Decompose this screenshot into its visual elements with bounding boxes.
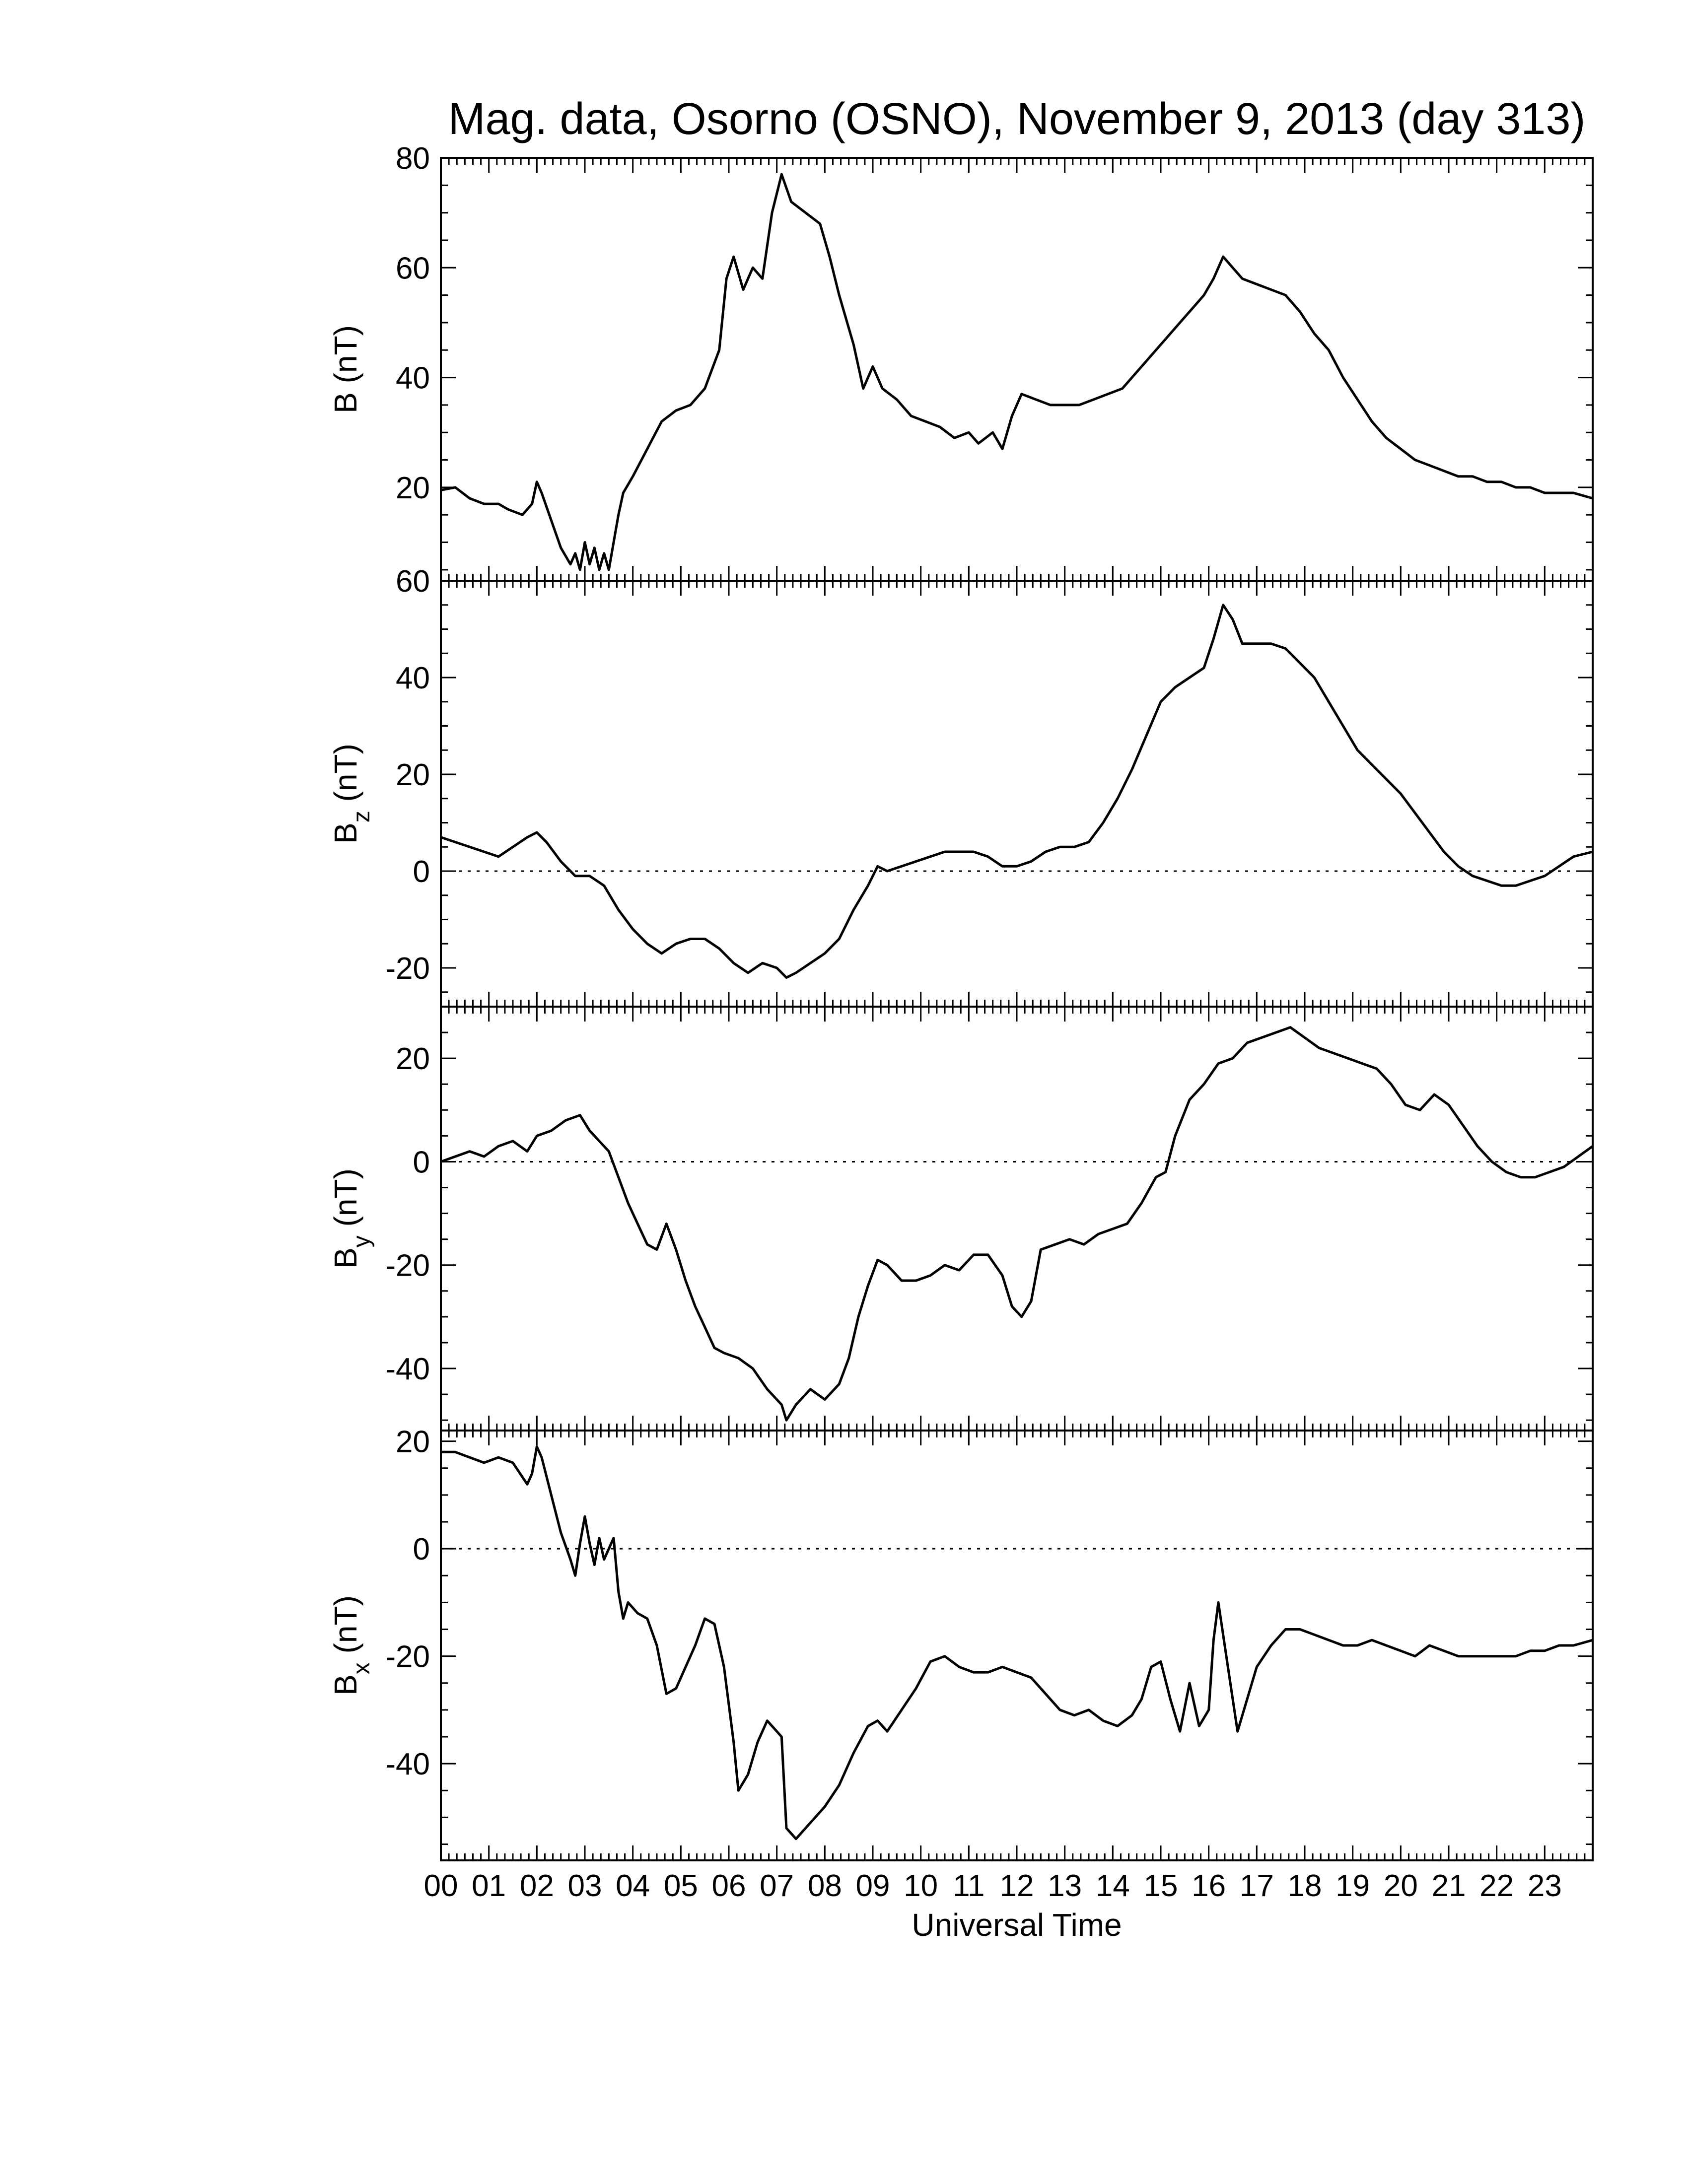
x-tick-label: 06 bbox=[712, 1869, 746, 1903]
series-line-Bx bbox=[441, 1445, 1593, 1841]
x-tick-label: 16 bbox=[1192, 1869, 1226, 1903]
panels-group: 20 40 60 80 B (nT) -20 0 20 40 60 Bz (nT) -40 -20 0 20… bbox=[328, 141, 1594, 1861]
series-line-By bbox=[440, 1026, 1594, 1422]
figure-title: Mag. data, Osorno (OSNO), November 9, 20… bbox=[448, 94, 1585, 144]
x-tick-label: 22 bbox=[1479, 1869, 1514, 1903]
y-tick-label: -40 bbox=[385, 1747, 430, 1781]
y-tick-label: -20 bbox=[385, 952, 430, 986]
panel-B: 20 40 60 80 B (nT) bbox=[328, 141, 1594, 582]
y-tick-label: 20 bbox=[396, 471, 430, 505]
x-tick-label: 12 bbox=[1000, 1869, 1034, 1903]
x-ticks-B bbox=[440, 158, 1594, 581]
y-axis-label-Bx: Bx (nT) bbox=[328, 1595, 375, 1696]
x-tick-label: 21 bbox=[1432, 1869, 1466, 1903]
series-line-B bbox=[440, 173, 1593, 571]
y-ticks-B bbox=[441, 157, 1593, 571]
x-tick-label: 18 bbox=[1288, 1869, 1322, 1903]
y-tick-label: 20 bbox=[396, 1425, 430, 1459]
x-tick-label: 10 bbox=[904, 1869, 938, 1903]
x-ticks-Bz bbox=[440, 581, 1594, 1007]
x-tick-label: 08 bbox=[808, 1869, 842, 1903]
x-tick-label: 13 bbox=[1048, 1869, 1082, 1903]
y-tick-label: 0 bbox=[413, 1145, 430, 1179]
x-tick-label: 15 bbox=[1144, 1869, 1178, 1903]
x-tick-label: 07 bbox=[760, 1869, 794, 1903]
x-tick-label: 01 bbox=[472, 1869, 506, 1903]
x-tick-label: 05 bbox=[664, 1869, 698, 1903]
x-tick-labels: 00 01 02 03 04 05 06 07 08 09 10 11 12 13 14 15 16 17 18 19… bbox=[424, 1869, 1562, 1903]
y-tick-label: 60 bbox=[396, 251, 430, 285]
x-tick-label: 19 bbox=[1336, 1869, 1370, 1903]
y-tick-label: 0 bbox=[413, 855, 430, 889]
x-ticks-Bx bbox=[440, 1431, 1594, 1860]
x-tick-label: 14 bbox=[1096, 1869, 1130, 1903]
x-tick-label: 04 bbox=[616, 1869, 650, 1903]
y-tick-label: 20 bbox=[396, 1042, 430, 1076]
y-tick-label: 60 bbox=[396, 564, 430, 599]
series-line-Bz bbox=[440, 604, 1593, 979]
x-tick-label: 11 bbox=[953, 1869, 985, 1903]
x-axis-label: Universal Time bbox=[912, 1907, 1122, 1943]
x-tick-label: 00 bbox=[424, 1869, 458, 1903]
x-tick-label: 23 bbox=[1528, 1869, 1562, 1903]
y-tick-label: 80 bbox=[396, 141, 430, 176]
x-ticks-By bbox=[440, 1007, 1594, 1431]
x-tick-label: 17 bbox=[1240, 1869, 1274, 1903]
y-tick-label: -40 bbox=[385, 1352, 430, 1386]
x-tick-label: 20 bbox=[1384, 1869, 1418, 1903]
y-tick-label: -20 bbox=[385, 1640, 430, 1674]
y-axis-label-By: By (nT) bbox=[328, 1168, 375, 1269]
y-ticks-By bbox=[441, 1006, 1593, 1421]
y-axis-label-Bz: Bz (nT) bbox=[328, 744, 375, 844]
y-tick-label: 40 bbox=[396, 361, 430, 396]
y-tick-label: 20 bbox=[396, 758, 430, 792]
y-tick-label: 40 bbox=[396, 661, 430, 695]
y-axis-label-B: B (nT) bbox=[328, 325, 363, 413]
y-tick-label: -20 bbox=[385, 1249, 430, 1283]
y-tick-label: 0 bbox=[413, 1532, 430, 1567]
panel-Bx: -40 -20 0 20 Bx (nT) bbox=[328, 1425, 1594, 1861]
x-tick-label: 02 bbox=[520, 1869, 554, 1903]
x-tick-label: 03 bbox=[568, 1869, 602, 1903]
x-tick-label: 09 bbox=[856, 1869, 890, 1903]
